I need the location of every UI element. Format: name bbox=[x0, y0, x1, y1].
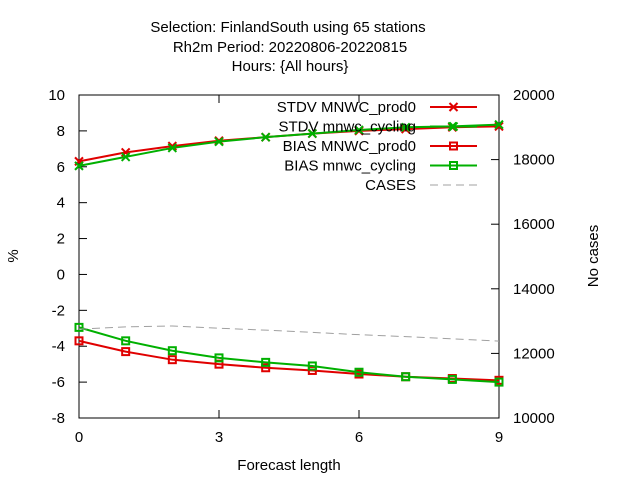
y-tick-label: 6 bbox=[57, 159, 65, 176]
x-tick-label: 6 bbox=[355, 429, 363, 446]
data-point bbox=[307, 361, 317, 371]
y-tick-label: 0 bbox=[57, 266, 65, 283]
y-tick-label: 8 bbox=[57, 123, 65, 140]
data-point bbox=[214, 136, 224, 147]
y-axis-title: % bbox=[5, 249, 22, 262]
y2-tick-label: 16000 bbox=[513, 216, 555, 233]
legend-label: BIAS MNWC_prod0 bbox=[283, 138, 416, 155]
legend-marker bbox=[448, 121, 459, 132]
legend: STDV MNWC_prod0 STDV mnwc_cycling BIAS MNW… bbox=[277, 99, 477, 194]
series-line bbox=[78, 339, 500, 382]
legend-label: STDV MNWC_prod0 bbox=[277, 99, 416, 116]
marker-stroke bbox=[260, 132, 271, 142]
data-point bbox=[167, 346, 177, 356]
x-tick-label: 9 bbox=[495, 429, 503, 446]
title-line-1: Selection: FinlandSouth using 65 station… bbox=[150, 19, 425, 36]
y2-tick-label: 14000 bbox=[513, 281, 555, 298]
y2-tick-label: 18000 bbox=[513, 152, 555, 169]
y-tick-label: 10 bbox=[48, 87, 65, 104]
series-stdv-mnwc-cycling bbox=[74, 119, 504, 171]
marker-stroke bbox=[74, 161, 84, 171]
marker-stroke bbox=[214, 136, 224, 147]
data-point bbox=[307, 128, 318, 139]
y-tick-label: -4 bbox=[52, 338, 65, 355]
marker-stroke bbox=[167, 143, 178, 153]
y2-axis: 10000 12000 14000 16000 18000 20000 bbox=[491, 87, 555, 427]
title-line-3: Hours: {All hours} bbox=[232, 58, 349, 75]
data-point bbox=[447, 374, 457, 384]
x-axis-title: Forecast length bbox=[237, 457, 340, 474]
series-bias-mnwc-cycling bbox=[74, 322, 504, 387]
plot-area-border bbox=[78, 94, 500, 419]
data-point bbox=[74, 336, 84, 346]
marker-stroke bbox=[120, 152, 131, 162]
data-point bbox=[74, 322, 84, 332]
y-tick-label: -8 bbox=[52, 410, 65, 427]
data-point bbox=[121, 336, 131, 346]
data-point bbox=[121, 347, 131, 357]
chart-title: Selection: FinlandSouth using 65 station… bbox=[150, 19, 425, 75]
marker-stroke bbox=[307, 128, 318, 139]
marker-stroke bbox=[354, 125, 364, 135]
data-point bbox=[120, 152, 131, 162]
marker-stroke bbox=[400, 122, 411, 133]
data-point bbox=[260, 132, 271, 142]
legend-marker bbox=[449, 161, 458, 170]
legend-marker bbox=[448, 102, 459, 112]
marker-stroke bbox=[448, 121, 459, 132]
marker-stroke bbox=[494, 119, 504, 130]
title-line-2: Rh2m Period: 20220806-20220815 bbox=[173, 39, 407, 56]
series-line bbox=[78, 325, 500, 342]
data-point bbox=[167, 355, 177, 365]
series-cases bbox=[78, 325, 500, 342]
data-point bbox=[494, 119, 504, 130]
y-axis: -8 -6 -4 -2 0 2 4 6 8 10 bbox=[48, 87, 87, 427]
y2-tick-label: 12000 bbox=[513, 345, 555, 362]
legend-label: CASES bbox=[365, 177, 416, 194]
marker-stroke bbox=[494, 121, 504, 132]
legend-label: STDV mnwc_cycling bbox=[278, 119, 416, 136]
series-line bbox=[78, 123, 500, 167]
data-point bbox=[494, 377, 504, 387]
y2-tick-label: 10000 bbox=[513, 410, 555, 427]
data-point bbox=[401, 372, 411, 382]
data-point bbox=[261, 357, 271, 367]
x-tick-label: 3 bbox=[215, 429, 223, 446]
data-point bbox=[354, 125, 364, 135]
data-point bbox=[74, 161, 84, 171]
y-tick-label: -2 bbox=[52, 302, 65, 319]
data-point bbox=[214, 353, 224, 363]
data-point bbox=[354, 367, 364, 377]
series-layer bbox=[74, 119, 504, 387]
marker-stroke bbox=[448, 102, 459, 112]
y-tick-label: 4 bbox=[57, 195, 65, 212]
data-point bbox=[167, 143, 178, 153]
legend-marker bbox=[449, 141, 458, 151]
y-tick-label: -6 bbox=[52, 374, 65, 391]
y2-tick-label: 20000 bbox=[513, 87, 555, 104]
data-point bbox=[400, 122, 411, 133]
data-point bbox=[261, 363, 271, 373]
x-axis: 0 3 6 9 bbox=[75, 95, 503, 446]
y2-axis-title: No cases bbox=[585, 225, 602, 288]
series-line bbox=[78, 326, 500, 384]
y-tick-label: 2 bbox=[57, 231, 65, 248]
x-tick-label: 0 bbox=[75, 429, 83, 446]
legend-label: BIAS mnwc_cycling bbox=[284, 158, 416, 175]
